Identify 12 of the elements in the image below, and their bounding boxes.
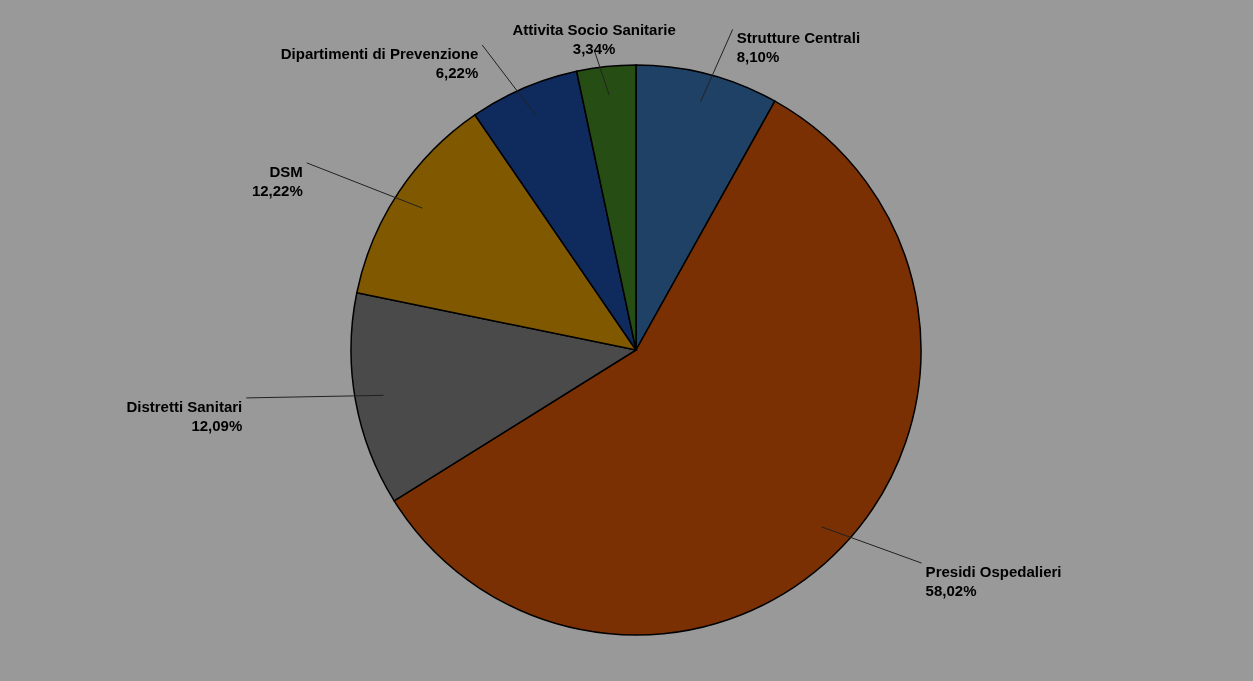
slice-label: Distretti Sanitari — [126, 397, 243, 415]
data-label: 6,22% — [435, 64, 479, 82]
slice-label: Strutture Centrali — [736, 29, 861, 47]
data-label: 58,02% — [925, 582, 977, 600]
data-label: 3,34% — [572, 39, 616, 57]
data-label: 8,10% — [736, 48, 780, 66]
slice-label: Dipartimenti di Prevenzione — [280, 45, 479, 63]
slice-label: Attivita Socio Sanitarie — [512, 20, 676, 38]
data-label: 12,09% — [191, 416, 243, 434]
slice-label: DSM — [269, 162, 303, 180]
slice-label: Presidi Ospedalieri — [925, 563, 1062, 581]
data-label: 12,22% — [251, 181, 303, 199]
